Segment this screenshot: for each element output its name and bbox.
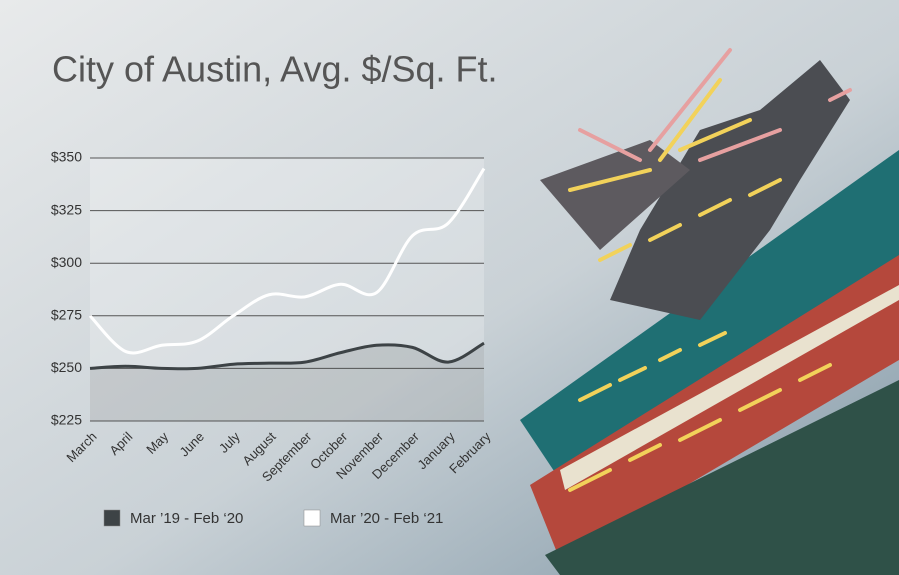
legend-swatch: [303, 509, 321, 527]
area: [90, 343, 484, 421]
y-tick-label: $300: [51, 254, 82, 270]
legend-label: Mar ’20 - Feb ‘21: [330, 510, 443, 527]
legend-swatch: [103, 509, 121, 527]
y-tick-label: $275: [51, 307, 82, 323]
y-tick-label: $350: [51, 149, 82, 165]
y-tick-label: $325: [51, 201, 82, 217]
y-tick-label: $250: [51, 359, 82, 375]
background-photo: [520, 48, 899, 575]
plot-area: [90, 158, 484, 421]
line: [88, 167, 486, 355]
y-tick-label: $225: [51, 412, 82, 428]
legend-label: Mar ’19 - Feb ‘20: [130, 510, 243, 527]
line: [89, 341, 485, 371]
chart-title: City of Austin, Avg. $/Sq. Ft.: [52, 49, 498, 90]
